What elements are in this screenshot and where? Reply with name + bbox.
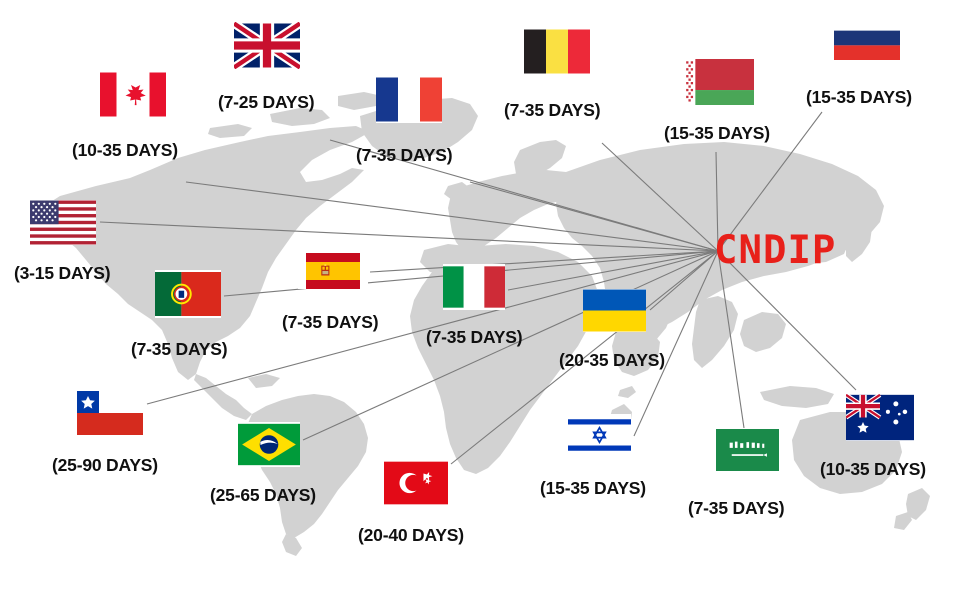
delivery-days-ukraine: (20-35 DAYS): [559, 350, 665, 370]
flag-united-kingdom[interactable]: [234, 22, 300, 69]
flag-spain[interactable]: [298, 253, 368, 289]
delivery-days-saudi-arabia: (7-35 DAYS): [688, 498, 785, 518]
flag-chile[interactable]: [76, 391, 144, 435]
delivery-days-russia: (15-35 DAYS): [806, 87, 912, 107]
landmasses: [38, 92, 930, 556]
route-line-france: [469, 181, 719, 252]
flag-france[interactable]: [376, 76, 442, 123]
delivery-days-united-states: (3-15 DAYS): [14, 263, 111, 283]
delivery-days-italy: (7-35 DAYS): [426, 327, 523, 347]
flag-united-states[interactable]: [30, 200, 96, 245]
flag-belarus[interactable]: [684, 59, 755, 105]
route-line-spain: [369, 250, 719, 273]
flag-belgium[interactable]: [524, 29, 590, 74]
flag-russia[interactable]: [834, 16, 900, 60]
flag-saudi-arabia[interactable]: [716, 428, 779, 472]
delivery-days-belarus: (15-35 DAYS): [664, 123, 770, 143]
hub-origin-label: CNDIP: [714, 228, 837, 273]
flag-ukraine[interactable]: [583, 289, 646, 332]
route-line-ukraine: [649, 250, 719, 311]
flag-israel[interactable]: [568, 414, 631, 456]
flag-australia[interactable]: [846, 394, 914, 441]
route-line-belgium: [601, 142, 719, 252]
delivery-days-belgium: (7-35 DAYS): [504, 100, 601, 120]
flag-turkey[interactable]: [384, 461, 448, 505]
delivery-days-france: (7-35 DAYS): [356, 145, 453, 165]
route-line-united-states: [99, 221, 719, 252]
flag-canada[interactable]: [100, 71, 166, 118]
delivery-days-spain: (7-35 DAYS): [282, 312, 379, 332]
delivery-days-united-kingdom: (7-25 DAYS): [218, 92, 315, 112]
route-line-canada: [185, 181, 719, 252]
delivery-days-canada: (10-35 DAYS): [72, 140, 178, 160]
route-line-saudi-arabia: [717, 250, 745, 429]
delivery-days-australia: (10-35 DAYS): [820, 459, 926, 479]
flag-italy[interactable]: [443, 264, 505, 310]
delivery-days-israel: (15-35 DAYS): [540, 478, 646, 498]
flag-portugal[interactable]: [155, 270, 221, 318]
delivery-days-brazil: (25-65 DAYS): [210, 485, 316, 505]
route-line-israel: [633, 250, 719, 437]
delivery-days-portugal: (7-35 DAYS): [131, 339, 228, 359]
delivery-days-turkey: (20-40 DAYS): [358, 525, 464, 545]
delivery-days-chile: (25-90 DAYS): [52, 455, 158, 475]
route-line-italy: [507, 250, 719, 291]
flag-brazil[interactable]: [238, 422, 300, 467]
